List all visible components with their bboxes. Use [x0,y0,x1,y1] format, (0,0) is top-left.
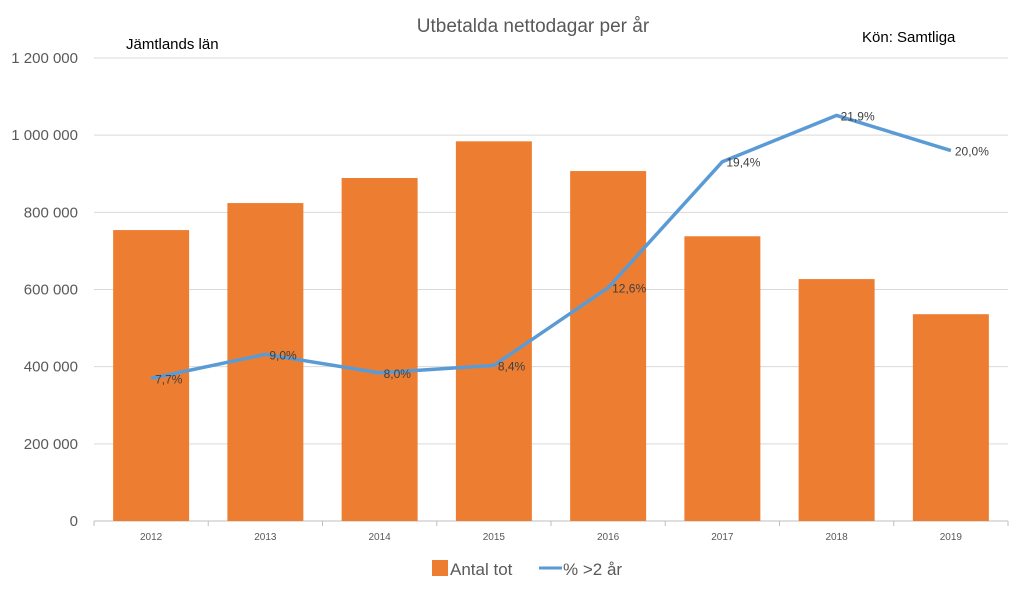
bar [570,171,647,521]
bar [684,236,761,521]
bar [113,230,190,521]
bar [341,177,418,521]
y-tick-label: 0 [70,513,78,530]
y-tick-label: 1 200 000 [11,50,78,67]
data-label: 20,0% [955,145,989,159]
x-tick-label: 2015 [483,532,506,543]
data-label: 8,4% [498,359,526,373]
y-tick-label: 200 000 [24,436,78,453]
x-tick-label: 2018 [826,532,849,543]
data-label: 8,0% [384,367,412,381]
bar [455,141,532,521]
chart-title: Utbetalda nettodagar per år [417,16,650,37]
data-label: 21,9% [841,109,875,123]
bar [798,279,875,521]
line-series [150,113,952,381]
legend-label-bars: Antal tot [450,560,513,579]
data-label: 12,6% [612,282,646,296]
bar [912,314,989,521]
legend-swatch-bars [432,560,448,576]
x-tick-label: 2014 [369,532,392,543]
y-tick-label: 1 000 000 [11,127,78,144]
data-label: 7,7% [155,372,183,386]
y-tick-label: 600 000 [24,282,78,299]
data-label: 19,4% [726,156,760,170]
legend: Antal tot % >2 år [432,560,622,579]
x-tick-label: 2017 [711,532,734,543]
data-label: 9,0% [269,348,297,362]
x-tick-label: 2013 [254,532,277,543]
x-tick-label: 2012 [140,532,163,543]
y-tick-label: 400 000 [24,359,78,376]
gender-label: Kön: Samtliga [862,29,956,46]
legend-label-line: % >2 år [563,560,622,579]
bar [227,203,304,521]
region-label: Jämtlands län [126,36,219,53]
x-tick-label: 2019 [940,532,963,543]
y-tick-label: 800 000 [24,204,78,221]
x-tick-label: 2016 [597,532,620,543]
